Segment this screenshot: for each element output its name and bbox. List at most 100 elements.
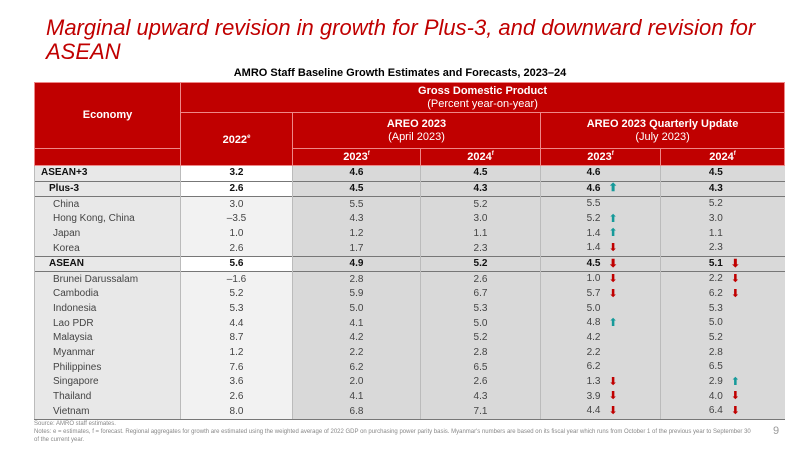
- slide-title: Marginal upward revision in growth for P…: [46, 15, 756, 64]
- table-row: China 3.0 5.5 5.2 5.5 5.2: [34, 196, 785, 212]
- value-2022: 8.7: [180, 331, 293, 346]
- value-qu-2023: 4.2: [540, 331, 661, 346]
- value-2022: 2.6: [180, 389, 293, 405]
- value-qu-2023: 5.7 ⬇: [540, 287, 661, 302]
- source-note: Source: AMRO staff estimates.: [34, 421, 116, 427]
- value-qu-2023: 4.5 ⬇: [540, 255, 661, 272]
- header-gdp: Gross Domestic Product (Percent year-on-y…: [179, 82, 786, 113]
- value-2022: 3.0: [180, 196, 293, 212]
- header-qu-2024: 2024f: [659, 148, 786, 166]
- growth-table: Economy Gross Domestic Product (Percent y…: [34, 82, 786, 420]
- economy-name: Singapore: [34, 374, 181, 390]
- value-areo-2024: 1.1: [420, 226, 541, 242]
- value-areo-2024: 5.2: [420, 196, 541, 212]
- table-row: ASEAN+3 3.2 4.6 4.5 4.6 4.5: [34, 165, 785, 182]
- arrow-down-icon: ⬇: [730, 273, 740, 286]
- value-qu-2024: 4.0 ⬇: [659, 389, 785, 405]
- value-qu-2023: 1.0 ⬇: [540, 271, 661, 288]
- value-areo-2023: 4.5: [292, 180, 421, 197]
- value-areo-2023: 4.9: [292, 255, 421, 272]
- economy-name: Plus-3: [34, 180, 181, 197]
- value-areo-2023: 1.2: [292, 226, 421, 242]
- value-areo-2023: 1.7: [292, 241, 421, 257]
- gdp-label: Gross Domestic Product: [418, 84, 548, 97]
- value-areo-2023: 4.2: [292, 331, 421, 346]
- table-row: Lao PDR 4.4 4.1 5.0 4.8 ⬆ 5.0: [34, 316, 785, 332]
- value-2022: 1.2: [180, 345, 293, 361]
- header-economy-spacer: [34, 148, 181, 166]
- value-qu-2024: 6.2 ⬇: [659, 287, 785, 302]
- table-row: Philippines 7.6 6.2 6.5 6.2 6.5: [34, 360, 785, 375]
- table-row: Japan 1.0 1.2 1.1 1.4 ⬆ 1.1: [34, 226, 785, 242]
- value-areo-2023: 2.0: [292, 374, 421, 390]
- value-qu-2023: 3.9 ⬇: [540, 389, 661, 405]
- value-areo-2023: 4.1: [292, 389, 421, 405]
- value-areo-2024: 2.3: [420, 241, 541, 257]
- arrow-down-icon: ⬇: [608, 375, 618, 388]
- arrow-up-icon: ⬆: [608, 317, 618, 330]
- value-2022: –1.6: [180, 271, 293, 288]
- value-areo-2023: 2.8: [292, 271, 421, 288]
- arrow-down-icon: ⬇: [730, 404, 740, 417]
- value-areo-2024: 2.8: [420, 345, 541, 361]
- header-areo-2023: 2023f: [292, 148, 421, 166]
- value-qu-2024: 5.2: [659, 196, 785, 212]
- value-2022: 8.0: [180, 404, 293, 420]
- value-2022: 1.0: [180, 226, 293, 242]
- value-qu-2024: 2.9 ⬆: [659, 374, 785, 390]
- value-qu-2023: 5.2 ⬆: [540, 211, 661, 227]
- value-areo-2023: 5.5: [292, 196, 421, 212]
- value-2022: 7.6: [180, 360, 293, 375]
- table-row: Plus-3 2.6 4.5 4.3 4.6 ⬆ 4.3: [34, 180, 785, 197]
- value-qu-2024: 4.5: [659, 165, 785, 182]
- value-areo-2024: 5.0: [420, 316, 541, 332]
- arrow-up-icon: ⬆: [730, 375, 740, 388]
- value-qu-2024: 5.1 ⬇: [659, 255, 785, 272]
- value-areo-2024: 4.3: [420, 180, 541, 197]
- value-areo-2023: 5.9: [292, 287, 421, 302]
- value-qu-2023: 1.4 ⬇: [540, 241, 661, 257]
- value-qu-2023: 4.8 ⬆: [540, 316, 661, 332]
- value-2022: 4.4: [180, 316, 293, 332]
- value-areo-2024: 2.6: [420, 374, 541, 390]
- economy-name: Myanmar: [34, 345, 181, 361]
- arrow-down-icon: ⬇: [608, 273, 618, 286]
- value-qu-2024: 2.3: [659, 241, 785, 257]
- economy-name: ASEAN: [34, 255, 181, 272]
- value-2022: –3.5: [180, 211, 293, 227]
- economy-name: ASEAN+3: [34, 165, 181, 182]
- value-2022: 2.6: [180, 180, 293, 197]
- economy-name: Malaysia: [34, 331, 181, 346]
- header-2022: 2022e: [180, 112, 293, 166]
- page-number: 9: [773, 425, 780, 437]
- arrow-down-icon: ⬇: [608, 404, 618, 417]
- arrow-up-icon: ⬆: [608, 212, 618, 225]
- value-qu-2024: 1.1: [659, 226, 785, 242]
- notes: Source: AMRO staff estimates. Notes: e =…: [34, 420, 754, 444]
- table-row: ASEAN 5.6 4.9 5.2 4.5 ⬇ 5.1 ⬇: [34, 255, 785, 272]
- header-economy: Economy: [34, 82, 181, 149]
- economy-name: Korea: [34, 241, 181, 257]
- header-areo: AREO 2023 (April 2023): [292, 112, 541, 149]
- table-row: Myanmar 1.2 2.2 2.8 2.2 2.8: [34, 345, 785, 361]
- value-qu-2024: 5.0: [659, 316, 785, 332]
- table-row: Thailand 2.6 4.1 4.3 3.9 ⬇ 4.0 ⬇: [34, 389, 785, 405]
- value-2022: 5.3: [180, 301, 293, 317]
- value-areo-2024: 6.5: [420, 360, 541, 375]
- arrow-down-icon: ⬇: [730, 390, 740, 403]
- value-qu-2023: 1.3 ⬇: [540, 374, 661, 390]
- arrow-down-icon: ⬇: [608, 257, 618, 270]
- table-row: Brunei Darussalam –1.6 2.8 2.6 1.0 ⬇ 2.2 ⬇: [34, 271, 785, 288]
- arrow-down-icon: ⬇: [608, 241, 618, 254]
- gdp-unit: (Percent year-on-year): [427, 97, 538, 110]
- value-areo-2023: 6.8: [292, 404, 421, 420]
- value-2022: 5.6: [180, 255, 293, 272]
- value-qu-2023: 5.0: [540, 301, 661, 317]
- economy-name: Indonesia: [34, 301, 181, 317]
- value-qu-2024: 2.8: [659, 345, 785, 361]
- arrow-up-icon: ⬆: [608, 227, 618, 240]
- value-areo-2024: 4.5: [420, 165, 541, 182]
- economy-name: Lao PDR: [34, 316, 181, 332]
- economy-name: Hong Kong, China: [34, 211, 181, 227]
- value-areo-2024: 5.2: [420, 255, 541, 272]
